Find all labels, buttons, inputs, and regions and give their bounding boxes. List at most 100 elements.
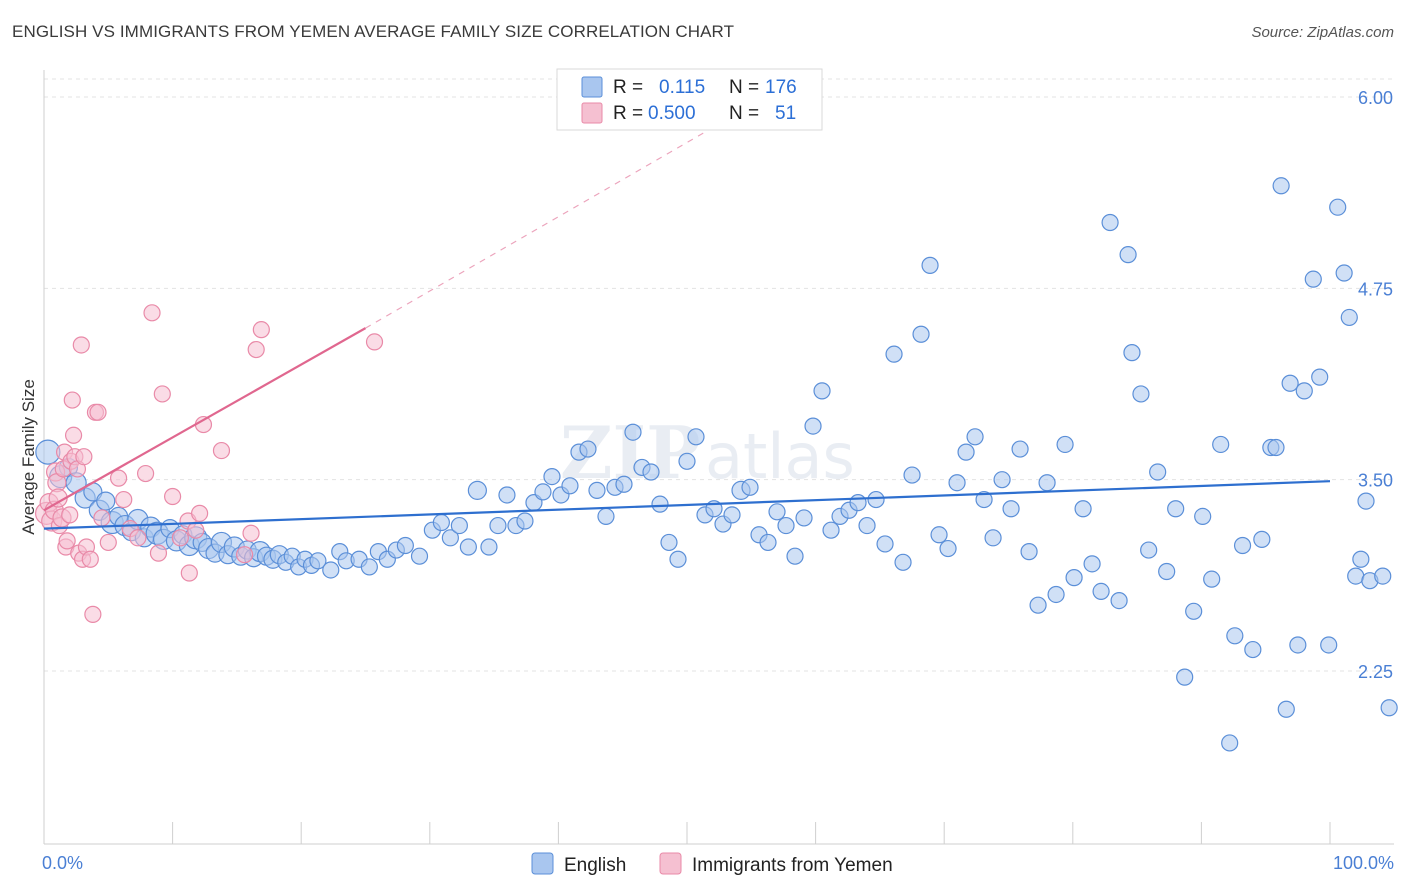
english-point: [1119, 246, 1137, 264]
english-point: [309, 552, 327, 570]
english-point: [498, 486, 516, 504]
english-point: [396, 536, 414, 555]
english-point: [786, 547, 804, 565]
trend-line-english: [43, 480, 1331, 530]
yemen-point: [99, 533, 117, 552]
yemen-point: [153, 385, 171, 403]
english-point: [1047, 585, 1065, 604]
yemen-point: [365, 333, 384, 351]
trend-lines: [43, 127, 1331, 530]
english-point: [894, 553, 912, 571]
english-point: [597, 507, 615, 526]
yemen-point: [143, 304, 161, 322]
yemen-point: [129, 529, 147, 547]
legend-bottom-swatch-english: [531, 852, 554, 875]
english-point: [1357, 492, 1375, 510]
legend-yemen-n-value: 51: [775, 103, 796, 124]
english-point: [534, 483, 552, 501]
english-point: [1295, 382, 1313, 400]
english-point: [1340, 308, 1358, 327]
legend-top: R = 0.115 N = 176 R = 0.500 N = 51: [556, 68, 823, 131]
english-point: [903, 466, 921, 484]
english-point: [1185, 602, 1203, 620]
english-point: [795, 509, 813, 527]
english-point: [1267, 438, 1285, 457]
english-point: [723, 506, 741, 524]
english-point: [1101, 213, 1119, 232]
english-point: [822, 521, 840, 539]
english-point: [804, 417, 822, 435]
legend-english-r-value: 0.115: [659, 77, 705, 98]
english-point: [1289, 636, 1307, 654]
yemen-point: [64, 426, 83, 444]
legend-yemen-r-label: R =: [613, 103, 643, 124]
yemen-point: [180, 564, 198, 582]
english-point: [1176, 668, 1194, 686]
english-point: [813, 382, 831, 400]
chart-source: Source: ZipAtlas.com: [1251, 24, 1394, 41]
english-point: [930, 526, 948, 544]
english-point: [1092, 582, 1110, 601]
grid-lines: [44, 78, 1394, 672]
english-point: [1233, 536, 1252, 555]
english-point: [1311, 368, 1329, 386]
series-english-points: [35, 177, 1398, 752]
english-point: [1253, 530, 1271, 548]
english-point: [1329, 198, 1347, 216]
yemen-point: [236, 546, 254, 564]
english-point: [678, 452, 696, 470]
english-point: [1374, 567, 1392, 585]
y-tick-labels: 2.25 3.50 4.75 6.00: [1358, 88, 1393, 682]
legend-swatch-english: [581, 76, 603, 98]
english-point: [1020, 543, 1038, 561]
english-point: [1244, 640, 1262, 659]
english-point: [651, 495, 669, 513]
english-point: [360, 558, 378, 576]
yemen-point: [191, 504, 209, 522]
chart-title: ENGLISH VS IMMIGRANTS FROM YEMEN AVERAGE…: [12, 22, 735, 41]
english-point: [1272, 177, 1290, 195]
yemen-point: [115, 490, 133, 509]
legend-swatch-yemen: [581, 102, 603, 124]
english-point: [459, 538, 477, 556]
english-point: [410, 547, 429, 565]
english-point: [1352, 550, 1370, 568]
english-point: [777, 516, 795, 535]
english-point: [849, 494, 867, 512]
legend-yemen-n-label: N =: [729, 103, 759, 124]
english-point: [1194, 507, 1212, 526]
svg-text:atlas: atlas: [705, 420, 855, 493]
english-point: [1083, 555, 1101, 573]
yemen-point: [252, 321, 270, 339]
legend-bottom-english-label: English: [564, 855, 626, 876]
y-tick-label: 2.25: [1358, 662, 1393, 682]
english-point: [480, 538, 498, 556]
legend-english-n-label: N =: [729, 77, 759, 98]
yemen-point: [89, 403, 107, 421]
yemen-point: [171, 529, 189, 547]
english-point: [1277, 700, 1295, 718]
yemen-point: [61, 506, 79, 524]
english-point: [867, 490, 885, 509]
english-point: [1347, 567, 1365, 585]
english-point: [948, 474, 966, 492]
english-point: [660, 533, 678, 552]
yemen-point: [212, 441, 231, 460]
english-point: [579, 440, 597, 458]
series-yemen-points: [34, 304, 384, 623]
english-point: [768, 503, 786, 521]
english-point: [1110, 591, 1128, 610]
english-point: [1380, 699, 1398, 717]
legend-english-r-label: R =: [613, 77, 643, 98]
yemen-point: [63, 391, 81, 409]
english-point: [687, 428, 705, 446]
y-tick-label: 6.00: [1358, 88, 1393, 108]
english-point: [975, 490, 993, 509]
english-point: [624, 423, 642, 441]
english-point: [1335, 264, 1353, 282]
y-tick-label: 3.50: [1358, 471, 1393, 491]
legend-row-yemen: R = 0.500 N = 51: [581, 102, 796, 124]
x-tick-labels: 0.0% 100.0%: [42, 853, 1394, 873]
english-point: [1011, 440, 1029, 458]
english-point: [1140, 541, 1158, 559]
